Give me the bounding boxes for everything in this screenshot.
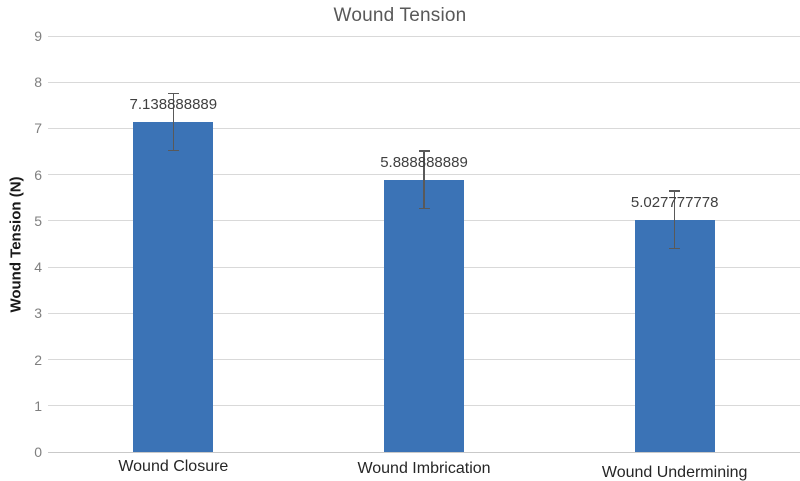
y-tick-label: 2 — [34, 351, 42, 368]
chart-title: Wound Tension — [333, 5, 467, 26]
data-label: 5.888888889 — [380, 153, 468, 171]
gridline — [48, 451, 800, 453]
bar — [133, 122, 214, 452]
bar — [634, 219, 715, 452]
y-tick-label: 0 — [34, 444, 42, 460]
x-category-label: Wound Closure — [118, 458, 229, 475]
error-bar — [172, 93, 175, 151]
error-bar — [423, 151, 425, 209]
error-bar-cap — [167, 92, 179, 95]
error-bar — [673, 190, 676, 249]
data-label: 7.138888889 — [129, 96, 218, 114]
x-category-label: Wound Imbrication — [357, 460, 491, 477]
error-bar-cap — [418, 207, 430, 210]
y-tick-label: 5 — [34, 212, 42, 229]
gridline — [48, 81, 800, 83]
gridline — [48, 35, 800, 37]
data-label: 5.027777778 — [630, 193, 719, 211]
error-bar-cap — [669, 247, 681, 249]
bar — [384, 179, 464, 452]
x-category-label: Wound Undermining — [601, 464, 748, 481]
error-bar-cap — [167, 149, 179, 152]
y-tick-label: 1 — [34, 397, 42, 414]
error-bar-cap — [418, 150, 430, 152]
y-tick-label: 7 — [34, 120, 42, 137]
y-tick-label: 6 — [34, 166, 42, 183]
gridline — [48, 127, 800, 129]
y-tick-label: 3 — [34, 305, 42, 322]
y-tick-label: 9 — [34, 28, 42, 44]
error-bar-cap — [669, 190, 681, 192]
y-tick-label: 8 — [34, 74, 42, 91]
y-tick-label: 4 — [34, 259, 42, 276]
